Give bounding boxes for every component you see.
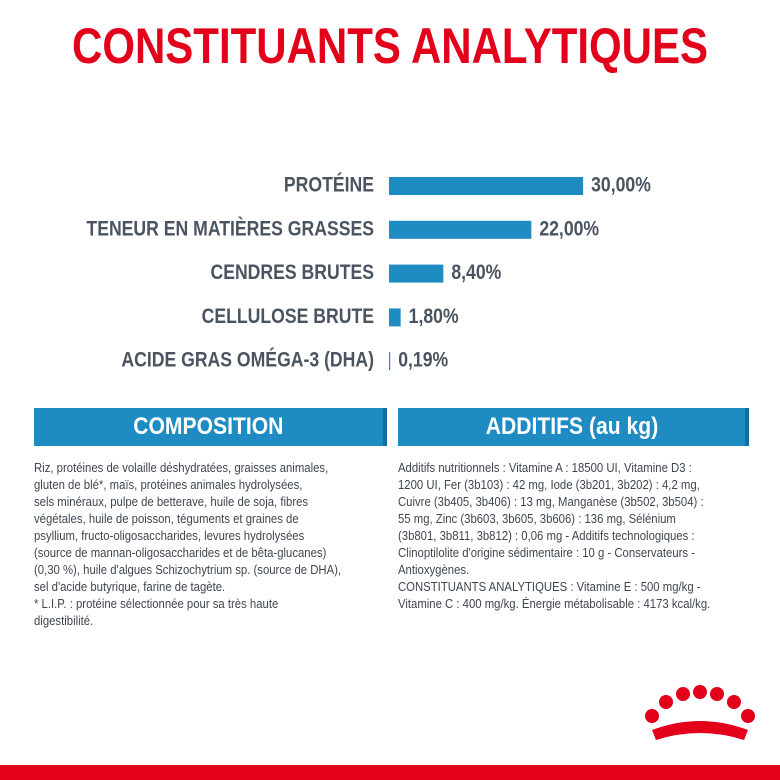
text-line: Riz, protéines de volaille déshydratées,… (34, 461, 329, 475)
category-group: CELLULOSE BRUTE (202, 305, 374, 329)
value-group: 22,00% (539, 217, 599, 241)
category-group: ACIDE GRAS OMÉGA-3 (DHA) (121, 347, 374, 372)
category-label: ACIDE GRAS OMÉGA-3 (DHA) (121, 347, 374, 372)
text-line: * L.I.P. : protéine sélectionnée pour sa… (34, 597, 279, 611)
text-line: CONSTITUANTS ANALYTIQUES : Vitamine E : … (398, 580, 701, 594)
text-line: (3b801, 3b811, 3b812) : 0,06 mg - Additi… (398, 529, 695, 543)
text-line: Clinoptilolite d'origine sédimentaire : … (398, 546, 696, 560)
text-line: Antioxygènes. (398, 563, 470, 577)
title: CONSTITUANTS ANALYTIQUES (72, 18, 708, 74)
value-label: 8,40% (451, 261, 501, 285)
bar (389, 264, 444, 283)
text-line: psyllium, fructo-oligosaccharides, levur… (34, 529, 305, 543)
value-group: 30,00% (591, 173, 651, 197)
text-line: Vitamine C : 400 mg/kg. Énergie métaboli… (398, 597, 711, 611)
category-group: CENDRES BRUTES (210, 261, 374, 285)
chart: CONSTITUANTS ANALYTIQUES PROTÉINE 30,00% T… (72, 18, 708, 372)
value-label: 0,19% (398, 348, 448, 372)
category-label: TENEUR EN MATIÈRES GRASSES (86, 216, 374, 241)
text-line: 55 mg, Zinc (3b603, 3b605, 3b606) : 136 … (398, 512, 676, 526)
category-group: PROTÉINE (284, 172, 374, 197)
value-group: 1,80% (409, 305, 459, 329)
text-line: (source de mannan-oligosaccharides et de… (34, 546, 327, 560)
bar (389, 220, 532, 239)
category-label: CELLULOSE BRUTE (202, 305, 374, 329)
value-label: 22,00% (539, 217, 599, 241)
text-line: sels minéraux, pulpe de betterave, huile… (34, 495, 309, 509)
category-label: CENDRES BRUTES (210, 261, 374, 285)
additifs-title: ADDITIFS (au kg) (485, 413, 658, 440)
category-label: PROTÉINE (284, 172, 374, 197)
text-line: 1200 UI, Fer (3b103) : 42 mg, Iode (3b20… (398, 478, 700, 492)
text-line: (0,30 %), huile d'algues Schizochytrium … (34, 563, 342, 577)
additifs-header: ADDITIFS (au kg) (398, 408, 745, 446)
additifs-text: Additifs nutritionnels : Vitamine A : 18… (398, 460, 745, 613)
text-line: digestibilité. (34, 614, 94, 628)
text-line: sel d'acide butyrique, farine de tagète. (34, 580, 226, 594)
bar (389, 352, 391, 371)
text-line: Cuivre (3b405, 3b406) : 13 mg, Manganèse… (398, 495, 704, 509)
value-group: 8,40% (451, 261, 501, 285)
value-label: 1,80% (409, 305, 459, 329)
composition-header: COMPOSITION (34, 408, 383, 446)
bottom-stripe (0, 765, 780, 780)
text-line: gluten de blé*, maïs, protéines animales… (34, 478, 303, 492)
value-label: 30,00% (591, 173, 651, 197)
composition-title: COMPOSITION (133, 413, 284, 440)
bar (389, 177, 584, 195)
text-line: végétales, huile de poisson, téguments e… (34, 512, 299, 526)
composition-text: Riz, protéines de volaille déshydratées,… (34, 460, 375, 630)
category-group: TENEUR EN MATIÈRES GRASSES (86, 216, 374, 241)
value-group: 0,19% (398, 348, 448, 372)
text-line: Additifs nutritionnels : Vitamine A : 18… (398, 461, 692, 475)
bar (389, 308, 401, 327)
